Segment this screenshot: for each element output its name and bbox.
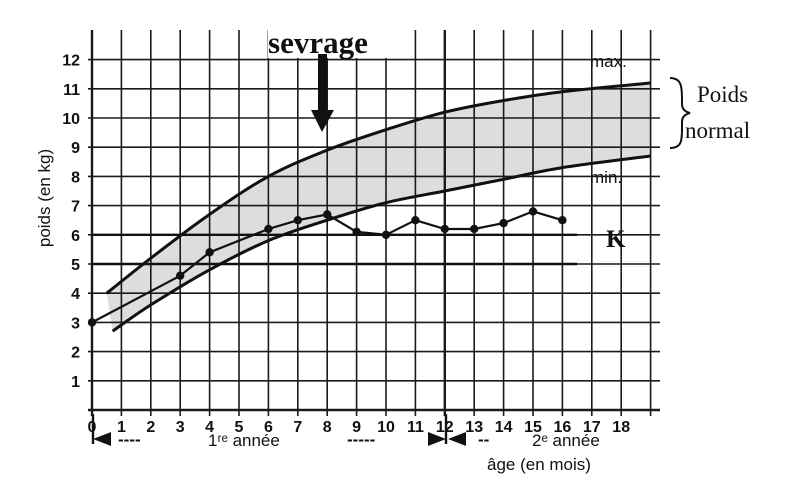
data-point (264, 224, 273, 234)
y-tick-label: 3 (71, 315, 80, 332)
normal-weight-band (106, 83, 651, 332)
min-weight-curve (111, 154, 651, 333)
normal-weight-brace (669, 77, 691, 149)
period-dashes-right: ----- (347, 430, 375, 449)
axes: 1234567891011120123456789101112131415161… (62, 53, 630, 436)
series-k-label: K (606, 226, 626, 253)
data-point (205, 248, 214, 257)
period-arrow-right (428, 432, 446, 446)
x-tick-label: 1 (117, 419, 126, 436)
normal-weight-label-line2: normal (685, 118, 750, 143)
normal-weight-band-fill (106, 83, 651, 332)
normal-weight-label-line1: Poids (697, 82, 748, 107)
y-tick-label: 8 (71, 169, 80, 186)
x-tick-label: 3 (176, 419, 185, 436)
data-point (411, 216, 420, 225)
data-point (323, 210, 332, 219)
min-curve-label: min. (590, 168, 622, 187)
y-tick-label: 12 (62, 53, 80, 70)
y-tick-label: 1 (71, 374, 80, 391)
period-first-year: 1ʳᵉ année (208, 431, 280, 450)
data-point (381, 230, 391, 239)
series-line-k (91, 210, 563, 324)
y-tick-label: 2 (71, 345, 80, 362)
data-point (352, 227, 361, 237)
data-point (558, 216, 567, 225)
data-point (528, 207, 538, 216)
data-point (470, 224, 479, 234)
x-tick-label: 10 (377, 419, 395, 436)
data-point (87, 318, 97, 327)
weaning-label: sevrage (268, 25, 368, 60)
x-tick-label: 9 (352, 419, 361, 436)
x-tick-label: 16 (554, 419, 572, 436)
x-tick-label: 17 (583, 419, 601, 436)
y-axis-label: poids (en kg) (35, 149, 54, 247)
y-tick-label: 11 (63, 82, 80, 99)
x-tick-label: 6 (264, 419, 273, 436)
data-point (440, 224, 449, 234)
grid (88, 30, 660, 416)
period-arrow-second (448, 432, 466, 446)
y-tick-label: 9 (71, 140, 80, 157)
x-tick-label: 2 (146, 419, 155, 436)
y-tick-label: 7 (71, 199, 80, 216)
x-tick-label: 14 (495, 419, 513, 436)
period-annotation: ---- 1ʳᵉ année ----- -- 2ᵉ année (91, 414, 600, 450)
x-tick-label: 8 (323, 419, 332, 436)
x-tick-label: 18 (612, 419, 630, 436)
x-tick-label: 15 (524, 419, 542, 436)
x-tick-label: 11 (407, 419, 424, 436)
weaning-arrow-head (311, 110, 334, 132)
y-tick-label: 10 (62, 111, 80, 128)
weaning-arrow-shaft (318, 54, 327, 112)
reference-lines (92, 233, 578, 266)
data-point (176, 271, 185, 280)
reference-curves (105, 81, 651, 333)
y-tick-label: 5 (71, 257, 80, 274)
series-k (87, 207, 567, 327)
weaning-label-background (268, 24, 392, 58)
period-second-year: 2ᵉ année (532, 431, 600, 450)
max-curve-label: max. (590, 52, 627, 71)
data-point (499, 218, 508, 228)
period-arrow-left (93, 432, 111, 446)
max-weight-curve (105, 81, 651, 295)
weaning-annotation: sevrage (268, 24, 392, 132)
x-tick-label: 13 (465, 419, 483, 436)
period-dashes-second: -- (478, 430, 489, 449)
period-dashes-left: ---- (118, 430, 141, 449)
data-point (293, 216, 302, 225)
x-tick-label: 5 (235, 419, 244, 436)
x-axis-label: âge (en mois) (487, 455, 591, 474)
x-tick-label: 7 (293, 419, 302, 436)
x-tick-label: 4 (205, 419, 214, 436)
y-tick-label: 4 (71, 286, 80, 303)
y-tick-label: 6 (71, 228, 80, 245)
